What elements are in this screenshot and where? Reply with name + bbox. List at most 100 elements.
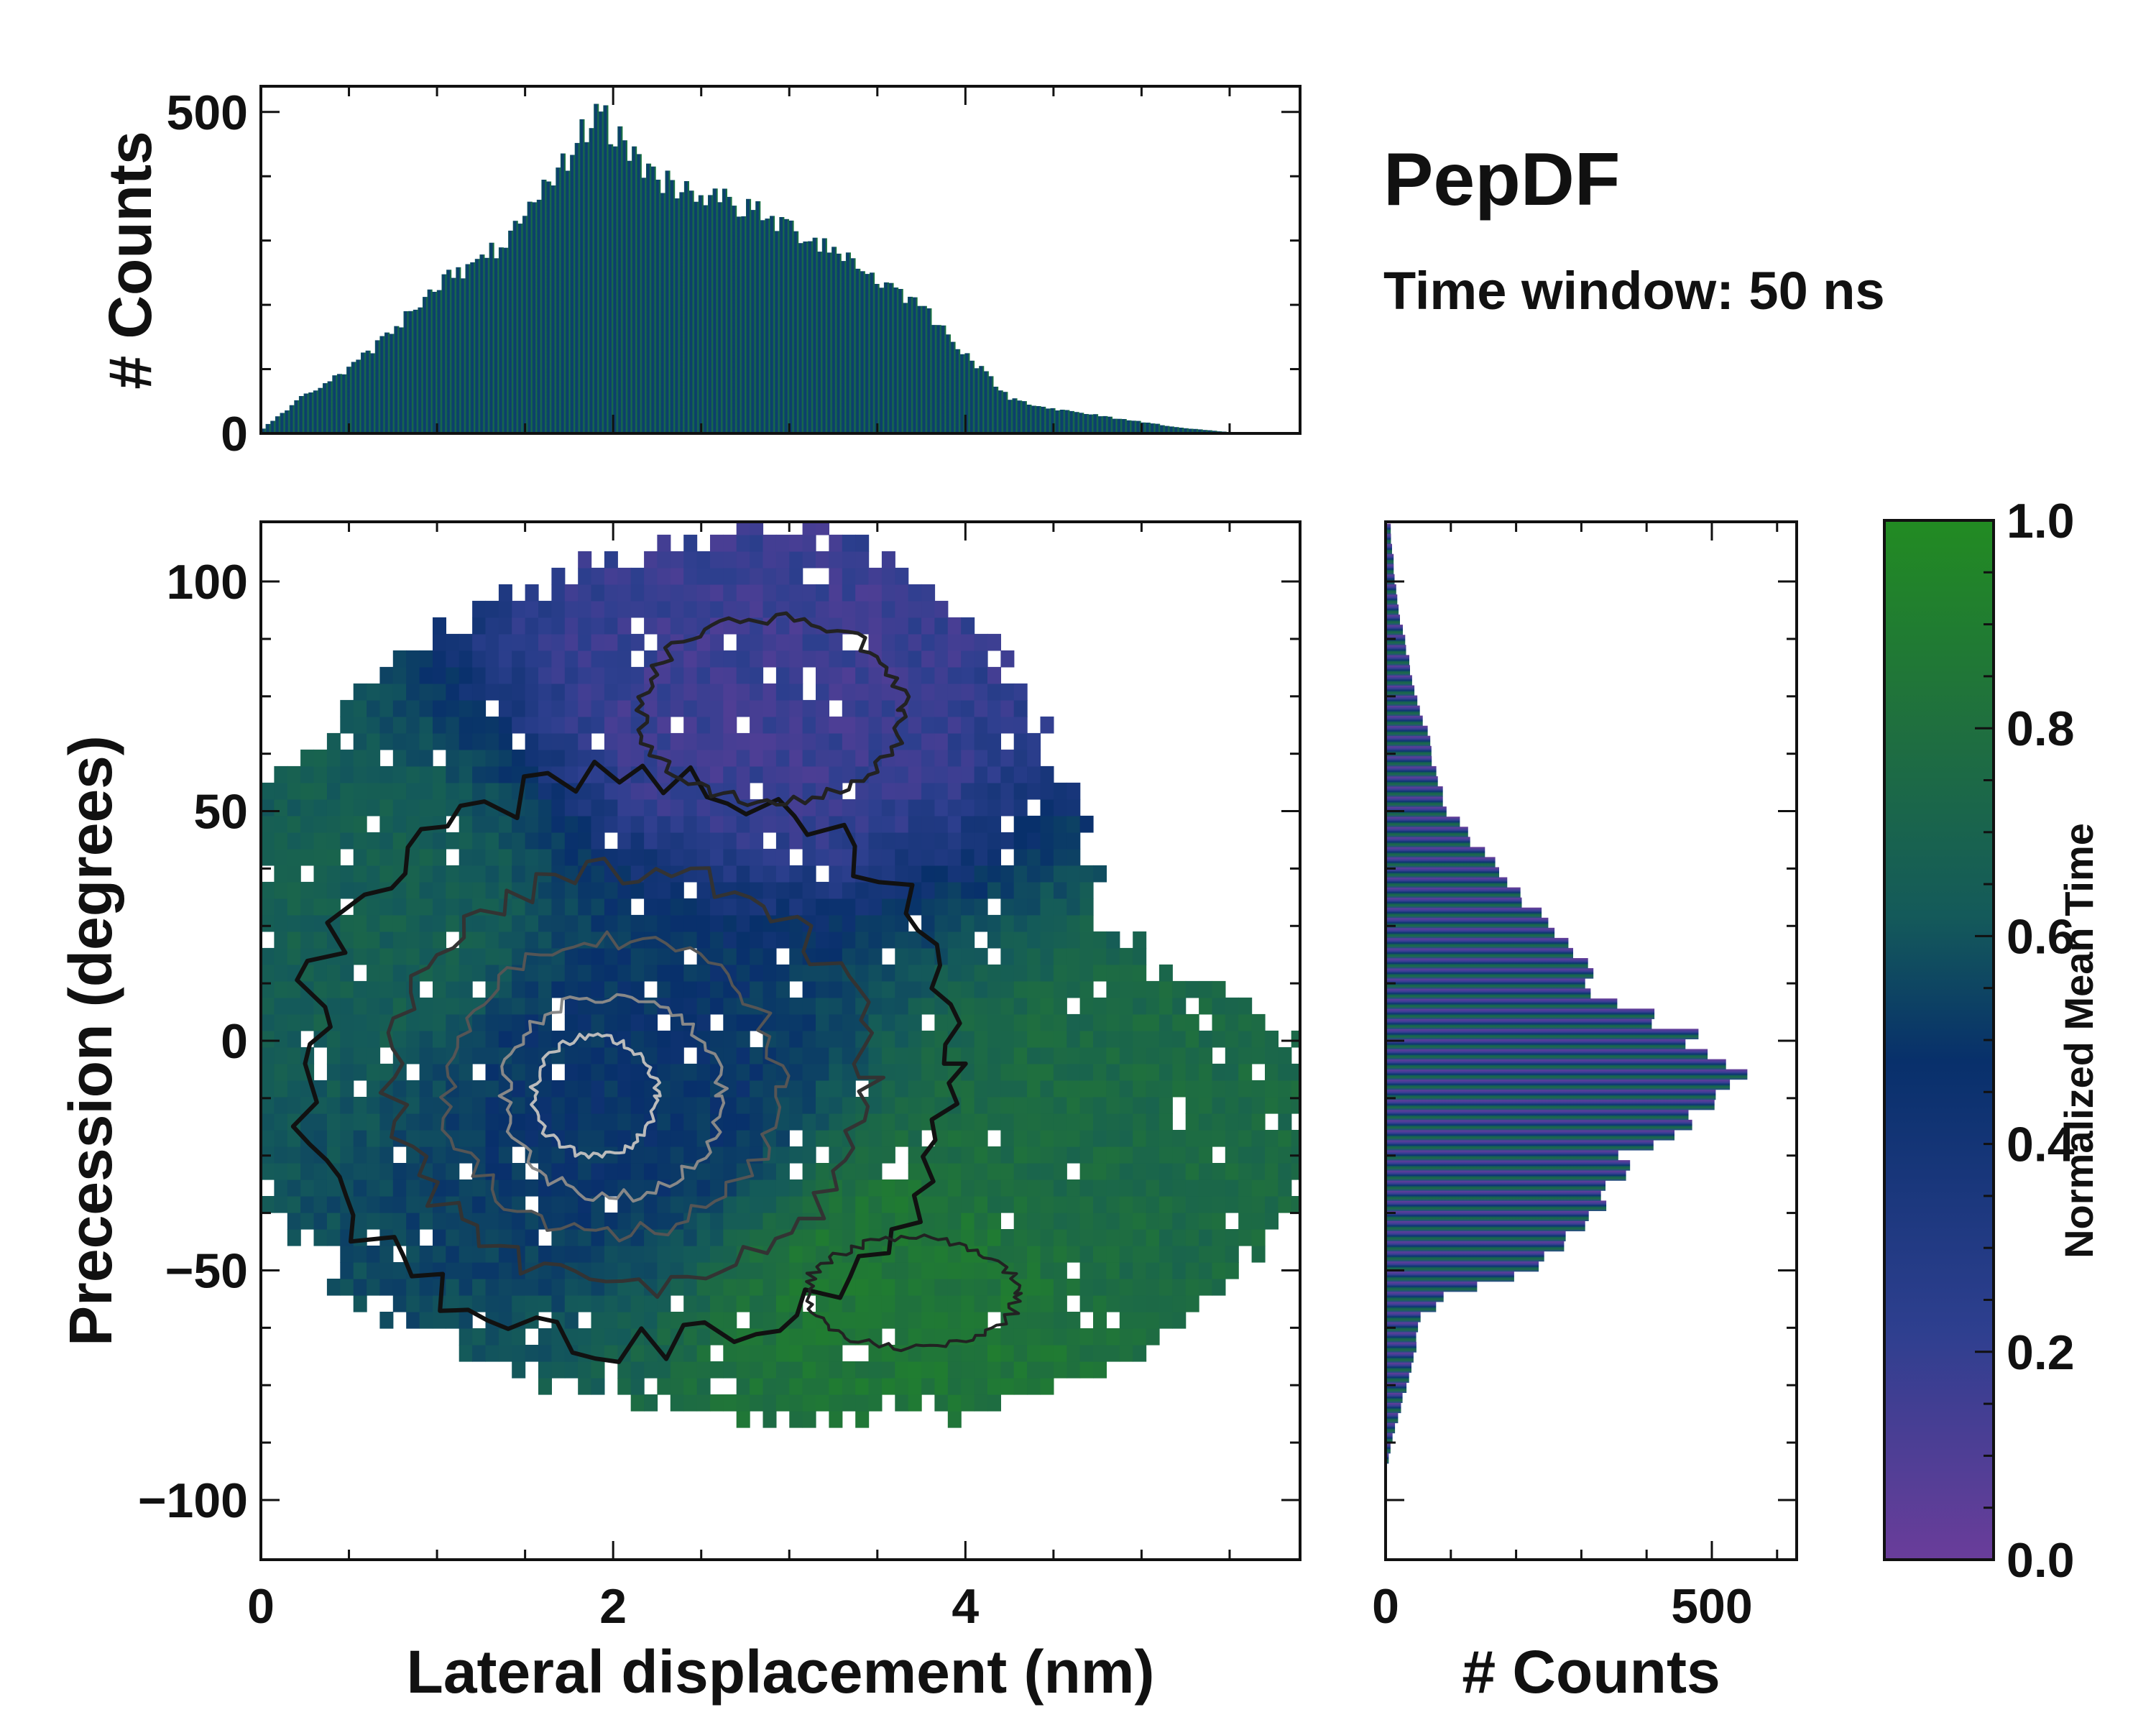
top-hist-bar [1031, 405, 1037, 433]
heatmap-cell [895, 749, 909, 767]
heatmap-cell [459, 782, 473, 800]
heatmap-cell [367, 1146, 381, 1164]
heatmap-cell [1119, 1345, 1133, 1362]
top-hist-bar [1207, 430, 1212, 433]
heatmap-cell [670, 799, 684, 816]
heatmap-cell [1172, 1196, 1187, 1213]
heatmap-cell [498, 683, 512, 701]
x-tick-label: 4 [952, 1579, 979, 1634]
right-hist-bar [1386, 786, 1443, 797]
heatmap-cell [868, 567, 883, 585]
heatmap-cell [670, 964, 684, 982]
heatmap-cell [816, 1328, 829, 1346]
heatmap-cell [855, 931, 870, 949]
heatmap-cell [630, 1080, 645, 1098]
heatmap-cell [433, 832, 446, 850]
heatmap-cell [1199, 1080, 1213, 1098]
heatmap-cell [855, 848, 870, 866]
heatmap-cell [934, 1146, 949, 1164]
heatmap-cell [750, 964, 764, 982]
heatmap-cell [987, 1229, 1001, 1246]
heatmap-cell [974, 1361, 988, 1379]
heatmap-cell [313, 1229, 328, 1246]
heatmap-cell [512, 865, 526, 883]
heatmap-cell [1079, 1080, 1094, 1098]
top-hist-bar [584, 142, 590, 434]
top-hist-bar [579, 119, 585, 433]
top-hist-bar [1007, 400, 1013, 433]
heatmap-cell [802, 898, 816, 916]
right-hist-bar [1386, 1190, 1601, 1201]
top-hist-bar [346, 367, 352, 433]
heatmap-cell [750, 1179, 764, 1197]
heatmap-cell [736, 765, 750, 783]
heatmap-cell [829, 799, 843, 816]
heatmap-cell [326, 1030, 341, 1048]
heatmap-cell [934, 1229, 949, 1246]
heatmap-cell [696, 1394, 711, 1412]
heatmap-cell [1199, 1246, 1213, 1263]
heatmap-cell [868, 1345, 883, 1362]
heatmap-cell [657, 898, 671, 916]
right-hist-bar [1386, 1200, 1607, 1211]
contour-line [805, 1233, 1023, 1353]
heatmap-cell [895, 782, 909, 800]
heatmap-cell [578, 1229, 592, 1246]
heatmap-cell [934, 617, 949, 635]
heatmap-cell [551, 716, 566, 734]
y-tick-label: 0 [221, 1014, 248, 1069]
heatmap-cell [644, 1013, 658, 1031]
heatmap-cell [472, 666, 487, 684]
heatmap-cell [961, 732, 975, 750]
heatmap-cell [1027, 1063, 1041, 1081]
heatmap-cell [750, 584, 764, 602]
heatmap-cell [868, 699, 883, 717]
heatmap-cell [1013, 832, 1028, 850]
heatmap-cell [763, 1196, 777, 1213]
right-hist-bar [1386, 533, 1391, 545]
heatmap-cell [459, 1229, 473, 1246]
heatmap-cell [868, 1163, 883, 1180]
heatmap-cell [961, 1130, 975, 1147]
top-hist-bar [465, 264, 471, 433]
right-hist-bar [1386, 1382, 1407, 1393]
heatmap-cell [736, 1163, 750, 1180]
right-hist-bar [1386, 543, 1392, 555]
heatmap-cell [1027, 898, 1041, 916]
heatmap-cell [379, 848, 394, 866]
heatmap-cell [512, 947, 526, 965]
heatmap-cell [472, 1246, 487, 1263]
heatmap-cell [868, 1179, 883, 1197]
top-hist-bar [484, 257, 490, 433]
heatmap-cell [446, 1013, 460, 1031]
heatmap-cell [367, 1030, 381, 1048]
heatmap-cell [868, 1279, 883, 1296]
heatmap-cell [512, 650, 526, 668]
heatmap-cell [1212, 1229, 1226, 1246]
heatmap-cell [775, 567, 790, 585]
heatmap-cell [829, 881, 843, 899]
heatmap-cell [300, 914, 315, 932]
heatmap-cell [710, 683, 724, 701]
heatmap-cell [261, 1113, 275, 1131]
heatmap-cell [538, 1179, 552, 1197]
heatmap-cell [947, 914, 962, 932]
heatmap-cell [908, 799, 922, 816]
heatmap-cell [947, 832, 962, 850]
heatmap-cell [961, 1146, 975, 1164]
heatmap-cell [617, 914, 632, 932]
heatmap-cell [446, 1179, 460, 1197]
heatmap-cell [974, 1345, 988, 1362]
heatmap-cell [379, 914, 394, 932]
heatmap-cell [921, 1030, 936, 1048]
heatmap-cell [419, 716, 433, 734]
heatmap-cell [829, 765, 843, 783]
heatmap-cell [816, 1229, 829, 1246]
heatmap-cell [525, 1295, 539, 1312]
heatmap-cell [485, 666, 499, 684]
heatmap-cell [392, 997, 407, 1015]
heatmap-cell [1225, 1063, 1239, 1081]
heatmap-cell [525, 650, 539, 668]
heatmap-cell [670, 666, 684, 684]
top-hist-bar [512, 221, 518, 433]
